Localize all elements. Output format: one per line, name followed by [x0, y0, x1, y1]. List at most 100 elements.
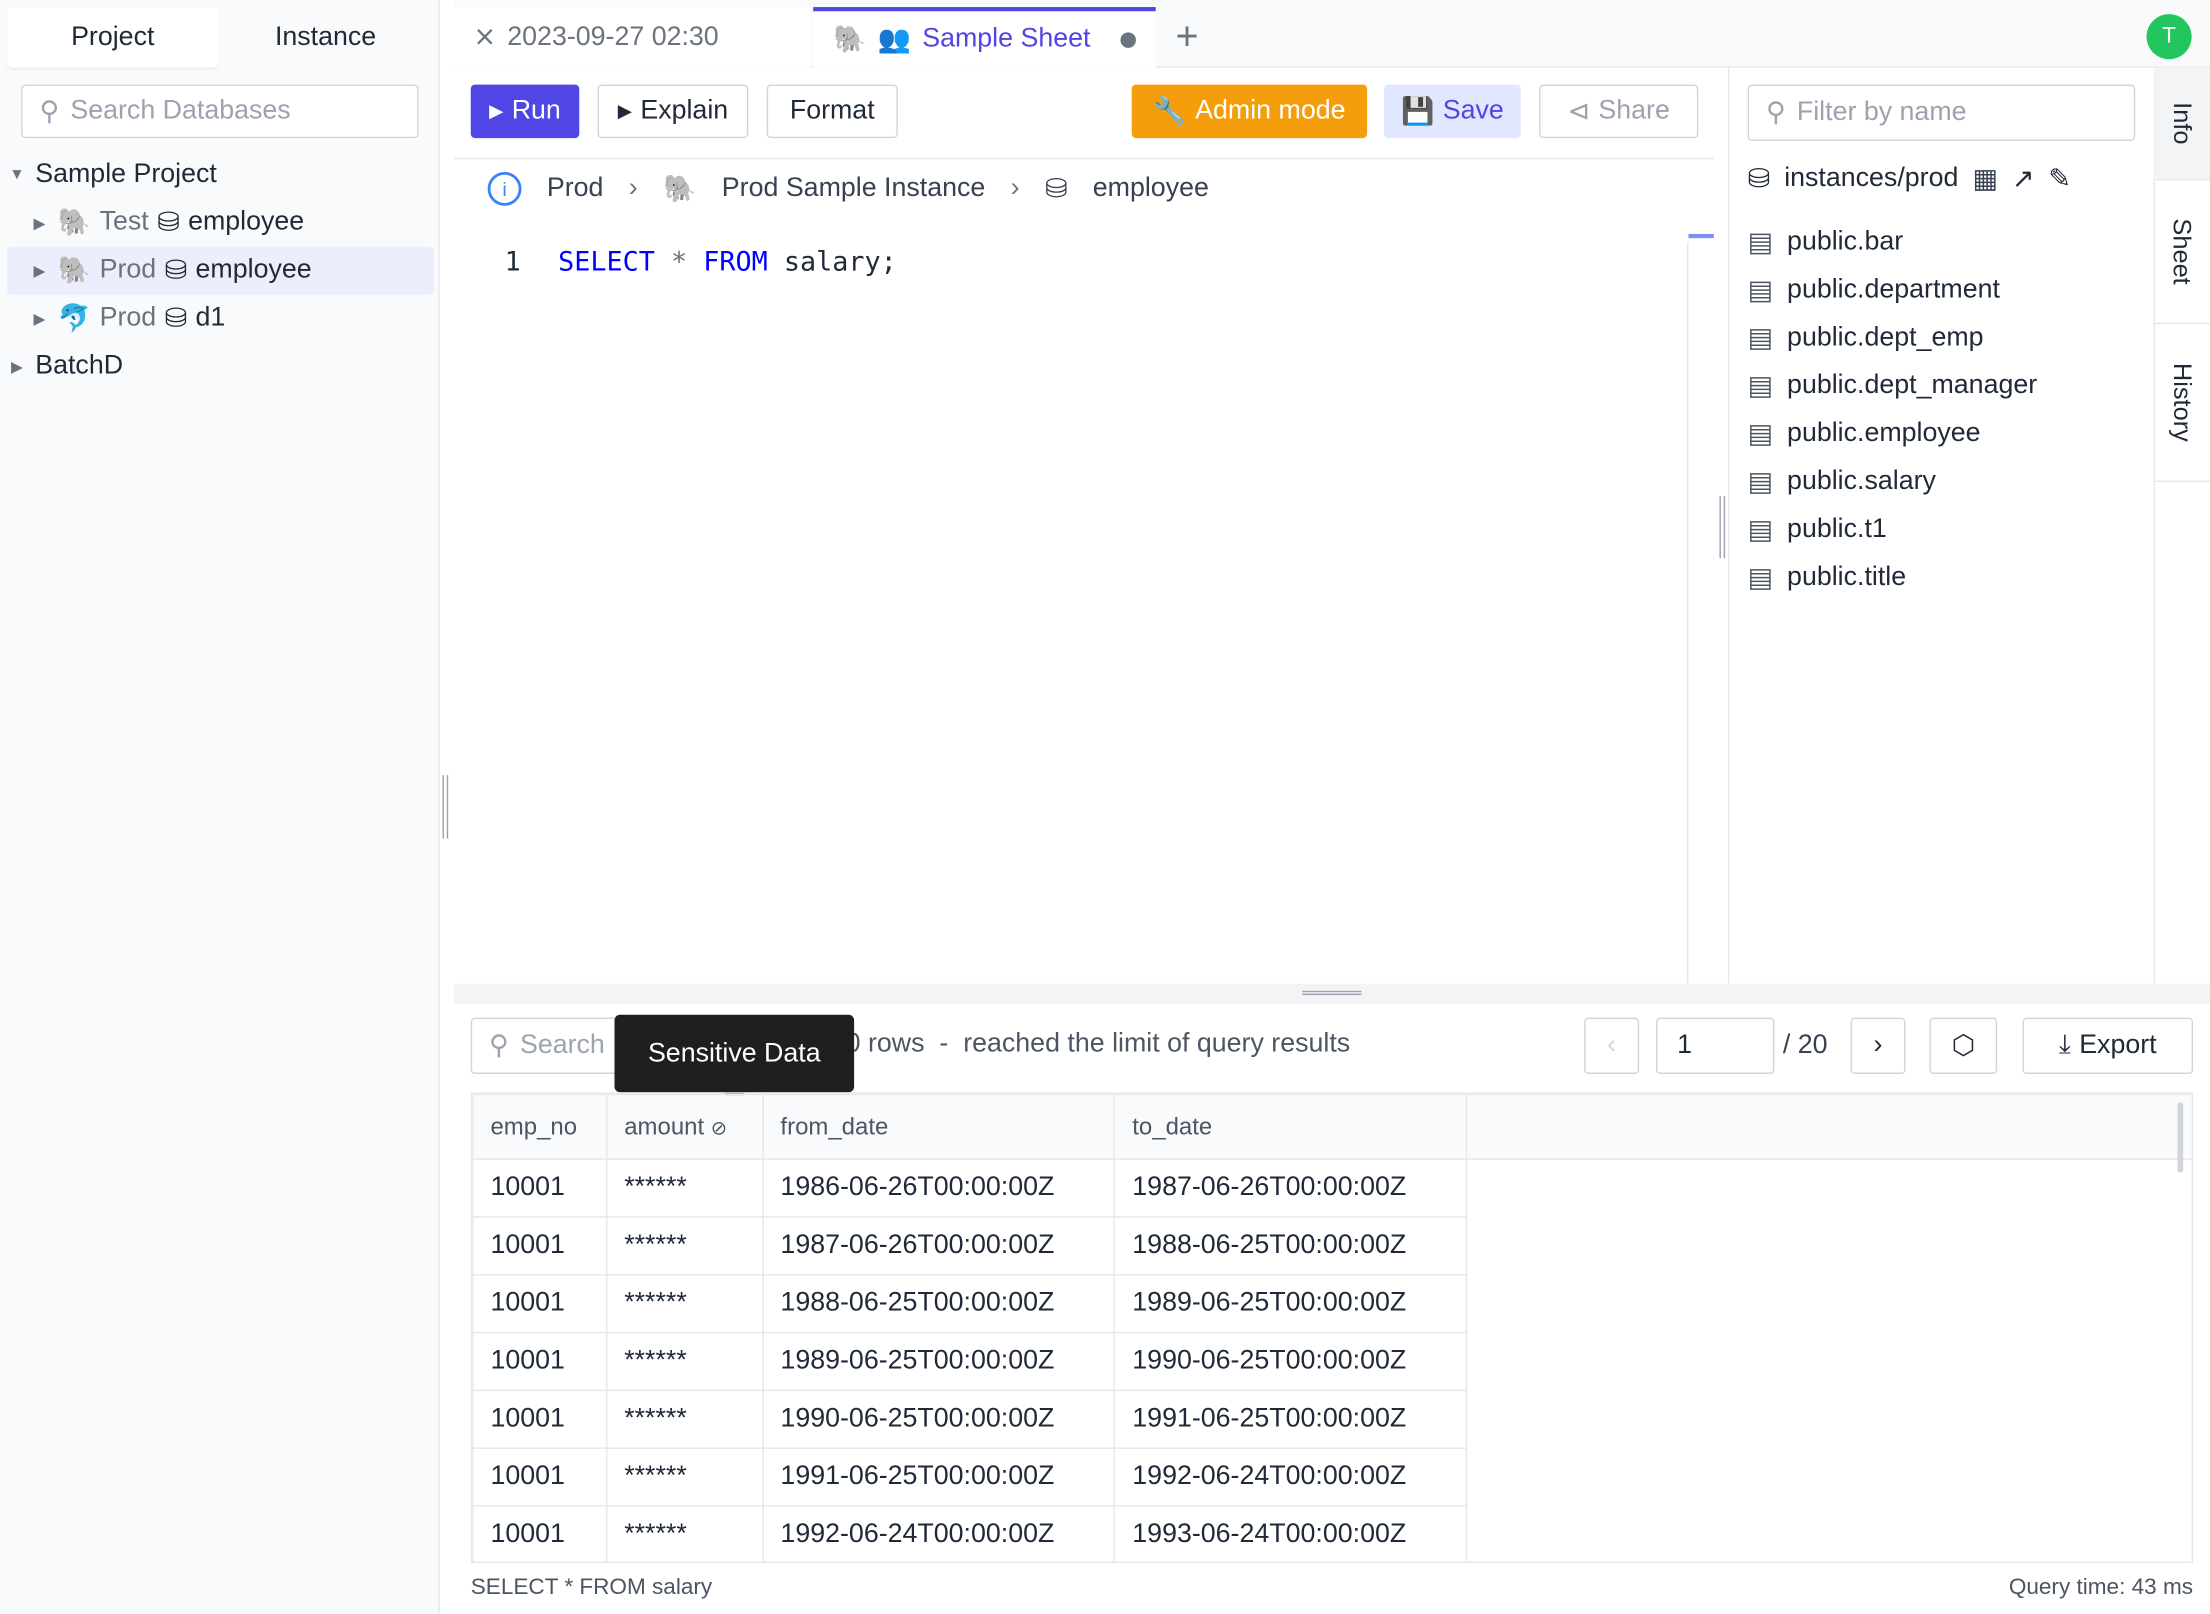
table-cell[interactable]: 10001 [472, 1158, 608, 1218]
side-tab-info[interactable]: Info [2153, 67, 2210, 181]
tree-item-test-employee[interactable]: ▶ 🐘 Test ⛁ employee [7, 199, 434, 247]
search-icon: ⚲ [489, 1030, 509, 1061]
column-header[interactable]: from_date [762, 1093, 1116, 1160]
divider [453, 157, 1714, 160]
table-cell[interactable]: 10001 [472, 1389, 608, 1449]
schema-table-item[interactable]: ▤ public.department [1747, 274, 2000, 306]
table-cell[interactable]: 1989-06-25T00:00:00Z [762, 1331, 1116, 1392]
table-cell[interactable]: 1988-06-25T00:00:00Z [1113, 1216, 1468, 1276]
filler-cell [1467, 1159, 2192, 1217]
table-cell[interactable]: 1987-06-26T00:00:00Z [762, 1216, 1116, 1276]
column-header[interactable]: amount ⊘ [605, 1093, 764, 1160]
schema-panel [1727, 67, 2154, 984]
next-page-button[interactable]: › [1850, 1017, 1906, 1074]
table-cell[interactable]: 1992-06-24T00:00:00Z [762, 1505, 1116, 1562]
table-cell[interactable]: 10001 [472, 1331, 608, 1392]
side-tab-sheet[interactable]: Sheet [2153, 180, 2210, 325]
scroll-marker [1688, 233, 1714, 239]
schema-table-item[interactable]: ▤ public.salary [1747, 466, 1936, 497]
table-cell[interactable]: 10001 [472, 1447, 608, 1507]
table-row: 10001 ****** 1986-06-26T00:00:00Z 1987-06-2… [472, 1158, 2192, 1218]
table-cell[interactable]: 10001 [472, 1274, 608, 1334]
schema-table-item[interactable]: ▤ public.bar [1747, 226, 1904, 258]
save-button[interactable]: 💾 Save [1384, 84, 1521, 139]
table-cell[interactable]: 10001 [472, 1216, 608, 1276]
format-button[interactable]: Format [766, 84, 898, 139]
postgres-icon: 🐘 [57, 256, 92, 287]
search-icon: ⚲ [39, 96, 60, 127]
prev-page-button[interactable]: ‹ [1584, 1017, 1640, 1074]
schema-table-item[interactable]: ▤ public.employee [1747, 418, 1981, 449]
filler-cell [1467, 1506, 2192, 1562]
schema-table-item[interactable]: ▤ public.dept_manager [1747, 370, 2038, 401]
tree-item-sample-project[interactable]: ▼ Sample Project [7, 151, 434, 199]
table-cell[interactable]: 1991-06-25T00:00:00Z [762, 1447, 1116, 1507]
schema-table-item[interactable]: ▤ public.title [1747, 562, 1907, 593]
results-table-container: emp_no amount ⊘ from_date to_date 10001 *****… [470, 1092, 2194, 1564]
visualize-button[interactable]: ⬡ [1929, 1017, 1998, 1074]
export-button[interactable]: ⤓ Export [2022, 1017, 2194, 1074]
tab-sample-sheet[interactable]: 🐘 👥 Sample Sheet [813, 7, 1156, 68]
table-cell[interactable]: ****** [605, 1274, 764, 1334]
table-cell[interactable]: 1988-06-25T00:00:00Z [762, 1274, 1116, 1334]
tab-instance[interactable]: Instance [274, 21, 377, 52]
sidebar-resize-handle[interactable] [442, 775, 449, 839]
table-icon: ▤ [1747, 371, 1773, 401]
table-cell[interactable]: 1987-06-26T00:00:00Z [1113, 1158, 1468, 1218]
share-button[interactable]: ⊲ Share [1539, 84, 1699, 139]
add-tab-button[interactable]: + [1175, 14, 1199, 58]
table-cell[interactable]: ****** [605, 1447, 764, 1507]
table-cell[interactable]: ****** [605, 1389, 764, 1449]
table-cell[interactable]: ****** [605, 1505, 764, 1562]
tree-item-batchd[interactable]: ▶ BatchD [7, 342, 434, 390]
sql-editor[interactable]: 1 SELECT * FROM salary; [454, 242, 1689, 984]
admin-mode-button[interactable]: 🔧 Admin mode [1131, 84, 1368, 139]
info-icon: i [487, 171, 522, 206]
tab-sheet-2023[interactable]: ⨯ 2023-09-27 02:30 [453, 7, 811, 68]
tree-item-prod-employee[interactable]: ▶ 🐘 Prod ⛁ employee [7, 246, 435, 295]
postgres-icon: 🐘 [57, 208, 92, 239]
table-cell[interactable]: 1992-06-24T00:00:00Z [1113, 1447, 1468, 1507]
database-icon: ⛁ [1044, 174, 1068, 204]
filter-by-name-input[interactable]: ⚲ Filter by name [1747, 84, 2136, 141]
table-cell[interactable]: 1990-06-25T00:00:00Z [1113, 1331, 1468, 1392]
explain-button[interactable]: ▶ Explain [597, 84, 749, 139]
postgres-icon: 🐘 [663, 174, 697, 205]
table-cell[interactable]: 1986-06-26T00:00:00Z [762, 1158, 1116, 1218]
run-button[interactable]: ▶ Run [470, 84, 580, 139]
cube-icon: ⬡ [1951, 1030, 1975, 1061]
avatar[interactable]: T [2146, 14, 2192, 60]
breadcrumb-instance[interactable]: Prod Sample Instance [721, 173, 986, 203]
table-cell[interactable]: 1989-06-25T00:00:00Z [1113, 1274, 1468, 1334]
save-icon: 💾 [1400, 97, 1435, 127]
mysql-icon: 🐬 [57, 304, 92, 335]
schema-resize-handle[interactable] [1719, 496, 1726, 559]
table-cell[interactable]: ****** [605, 1158, 764, 1218]
results-resize-bar[interactable] [453, 983, 2210, 1004]
schema-diagram-icon[interactable]: ▦ [1972, 164, 1998, 194]
search-databases-input[interactable]: ⚲ Search Databases [21, 84, 419, 139]
schema-table-item[interactable]: ▤ public.dept_emp [1747, 322, 1984, 354]
table-cell[interactable]: 10001 [472, 1505, 608, 1562]
table-cell[interactable]: ****** [605, 1331, 764, 1392]
breadcrumb-database[interactable]: employee [1092, 173, 1209, 203]
page-input[interactable]: 1 [1656, 1017, 1775, 1074]
table-cell[interactable]: ****** [605, 1216, 764, 1276]
database-icon: ⛁ [1747, 164, 1771, 194]
tab-project[interactable]: Project [7, 7, 219, 68]
line-number: 1 [504, 246, 521, 278]
postgres-icon: 🐘 [832, 25, 867, 55]
column-header[interactable]: emp_no [472, 1093, 608, 1160]
external-link-icon[interactable]: ↗ [2011, 164, 2035, 194]
table-cell[interactable]: 1993-06-24T00:00:00Z [1113, 1505, 1468, 1562]
table-cell[interactable]: 1990-06-25T00:00:00Z [762, 1389, 1116, 1449]
table-row: 10001 ****** 1990-06-25T00:00:00Z 1991-06-2… [472, 1389, 2192, 1449]
tree-item-prod-d1[interactable]: ▶ 🐬 Prod ⛁ d1 [7, 295, 434, 343]
table-cell[interactable]: 1991-06-25T00:00:00Z [1113, 1389, 1468, 1449]
column-header[interactable]: to_date [1113, 1093, 1468, 1160]
scrollbar[interactable] [2177, 1102, 2184, 1173]
side-tab-history[interactable]: History [2153, 324, 2210, 483]
edit-icon[interactable]: ✎ [2048, 164, 2071, 194]
filler-cell [1467, 1217, 2192, 1275]
schema-table-item[interactable]: ▤ public.t1 [1747, 514, 1887, 545]
